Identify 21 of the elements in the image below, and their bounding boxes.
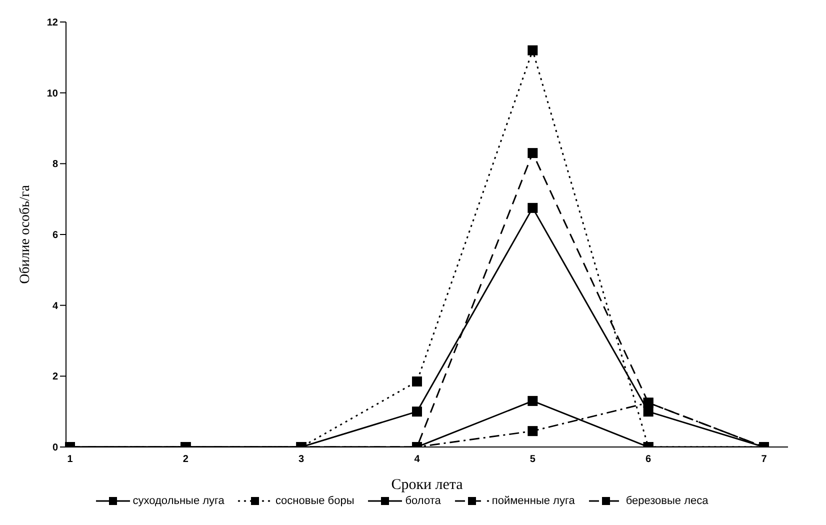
legend-label: болота	[404, 495, 441, 507]
x-tick-label: 7	[761, 454, 768, 466]
y-tick-label: 12	[46, 18, 58, 29]
legend-label: березовые леса	[624, 495, 708, 507]
x-tick-label: 3	[298, 454, 305, 466]
y-tick-label: 8	[52, 159, 58, 170]
x-tick-label: 4	[414, 454, 420, 466]
y-tick-label: 4	[52, 300, 58, 312]
x-axis-title: Сроки лета	[391, 477, 464, 493]
y-tick-label: 2	[52, 372, 58, 383]
x-tick-label: 2	[182, 454, 189, 466]
legend-label: суходольные луга	[132, 495, 224, 507]
legend-label: сосновые боры	[274, 495, 354, 507]
y-axis-title: Обилие особь/га	[18, 184, 33, 284]
x-tick-label: 1	[67, 454, 74, 466]
x-tick-label: 5	[530, 454, 536, 466]
y-tick-label: 10	[46, 88, 58, 100]
y-tick-label: 6	[52, 230, 58, 242]
y-tick-label: 0	[52, 442, 58, 454]
x-tick-label: 6	[646, 454, 652, 466]
legend-label: пойменные луга	[490, 495, 575, 507]
